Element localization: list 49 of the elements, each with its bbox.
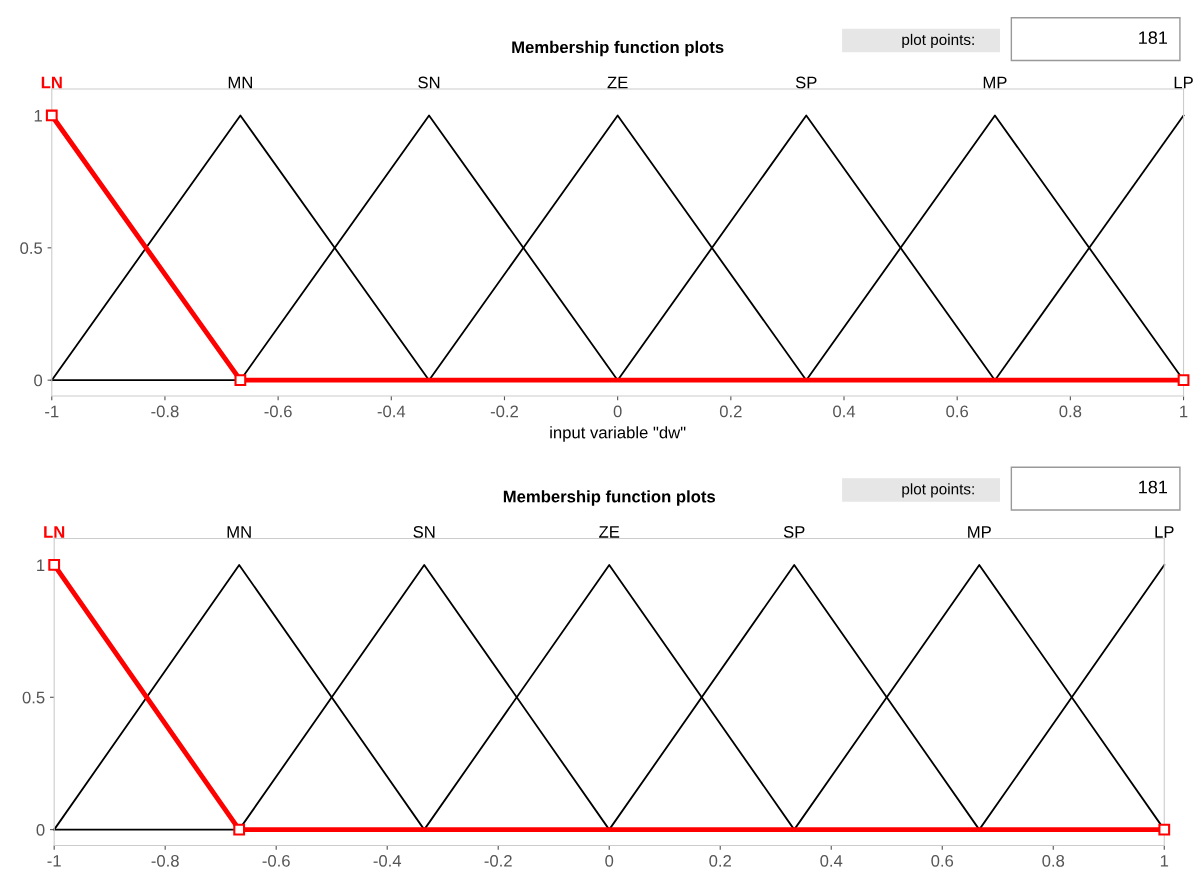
x-tick-label: 1 (1180, 405, 1188, 418)
x-tick-label: 0.4 (820, 854, 843, 867)
y-tick-label: 1 (34, 110, 42, 122)
text: 181 (1139, 480, 1167, 494)
x-tick-label: 0.8 (1059, 405, 1082, 418)
series-label: LN (44, 526, 65, 538)
y-tick-label: 0.5 (20, 242, 43, 255)
chart-title: Membership function plots (512, 40, 724, 57)
x-axis-title: input variable "dw" (550, 426, 686, 442)
x-tick-label: -0.8 (151, 405, 179, 418)
x-tick-label: -0.8 (151, 854, 179, 867)
x-tick-label: -0.4 (377, 405, 406, 418)
x-tick-label: 0 (605, 854, 614, 867)
series-label: SN (413, 526, 435, 538)
chart-title: Membership function plots (503, 490, 716, 506)
x-tick-label: 0.2 (719, 405, 742, 418)
series-label: ZE (607, 76, 628, 89)
x-tick-label: 0.4 (833, 405, 856, 418)
x-tick-label: -1 (45, 405, 59, 418)
series-label: MP (968, 526, 991, 538)
series-label: MN (228, 76, 252, 89)
x-tick-label: 0.2 (709, 854, 731, 867)
series-label: SN (418, 76, 440, 89)
series-label: SP (783, 526, 805, 538)
y-tick-label: 0 (36, 824, 45, 836)
x-tick-label: -0.6 (264, 405, 292, 418)
x-tick-label: -0.2 (490, 405, 518, 418)
x-tick-label: -0.6 (262, 854, 290, 867)
text: 181 (1139, 31, 1167, 45)
x-tick-label: 0 (613, 405, 622, 418)
series-label: MP (983, 76, 1007, 89)
x-tick-label: -0.4 (373, 854, 402, 867)
y-tick-label: 1 (37, 559, 45, 571)
x-tick-label: -1 (47, 855, 61, 867)
series-label: LN (41, 76, 62, 89)
series-label: LP (1155, 526, 1174, 538)
x-tick-label: 0.6 (931, 854, 954, 867)
x-tick-label: 0.6 (946, 405, 969, 418)
x-tick-label: -0.2 (484, 854, 512, 867)
x-tick-label: 1 (1160, 855, 1169, 867)
series-label: SP (795, 76, 817, 89)
x-tick-label: 0.8 (1042, 854, 1065, 867)
y-tick-label: 0.5 (22, 691, 45, 704)
text: plot points: (902, 33, 974, 49)
series-label: LP (1174, 76, 1193, 89)
series-label: MN (227, 526, 251, 538)
text: plot points: (902, 483, 974, 498)
series-label: ZE (599, 526, 620, 538)
y-tick-label: 0 (34, 374, 43, 387)
